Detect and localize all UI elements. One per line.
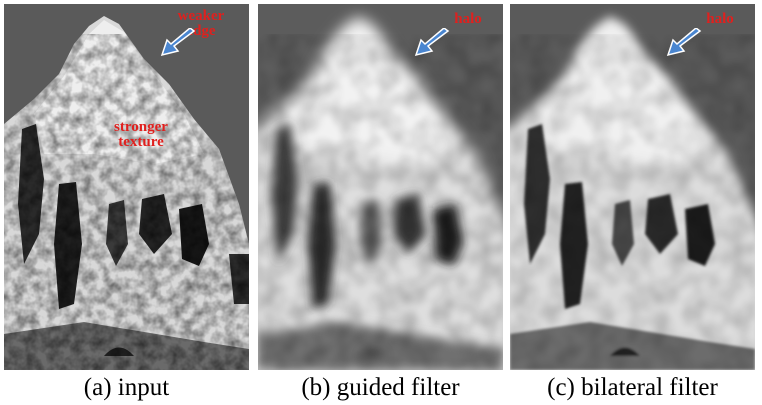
- annotation-halo: halo: [454, 11, 482, 27]
- input-photo: [4, 4, 249, 370]
- annotation-weaker-edge: weaker edge: [166, 9, 236, 39]
- annotation-stronger-texture: stronger texture: [96, 120, 186, 150]
- guided-filter-photo: [258, 4, 503, 370]
- arrow-icon: [666, 28, 702, 57]
- arrow-icon: [160, 28, 196, 57]
- annotation-halo: halo: [706, 11, 734, 27]
- panel-guided-filter: halo: [258, 4, 503, 370]
- panel-input: weaker edge stronger texture: [4, 4, 249, 370]
- panel-bilateral-filter: halo: [510, 4, 755, 370]
- annotation-edge: edge: [186, 23, 216, 39]
- caption-guided-filter: (b) guided filter: [301, 374, 460, 401]
- annotation-weaker: weaker: [177, 8, 225, 24]
- arrow-icon: [414, 28, 450, 57]
- caption-bilateral-filter: (c) bilateral filter: [547, 374, 718, 401]
- caption-input: (a) input: [83, 374, 170, 401]
- annotation-stronger: stronger: [114, 119, 168, 135]
- bilateral-filter-photo: [510, 4, 755, 370]
- annotation-texture: texture: [118, 134, 164, 150]
